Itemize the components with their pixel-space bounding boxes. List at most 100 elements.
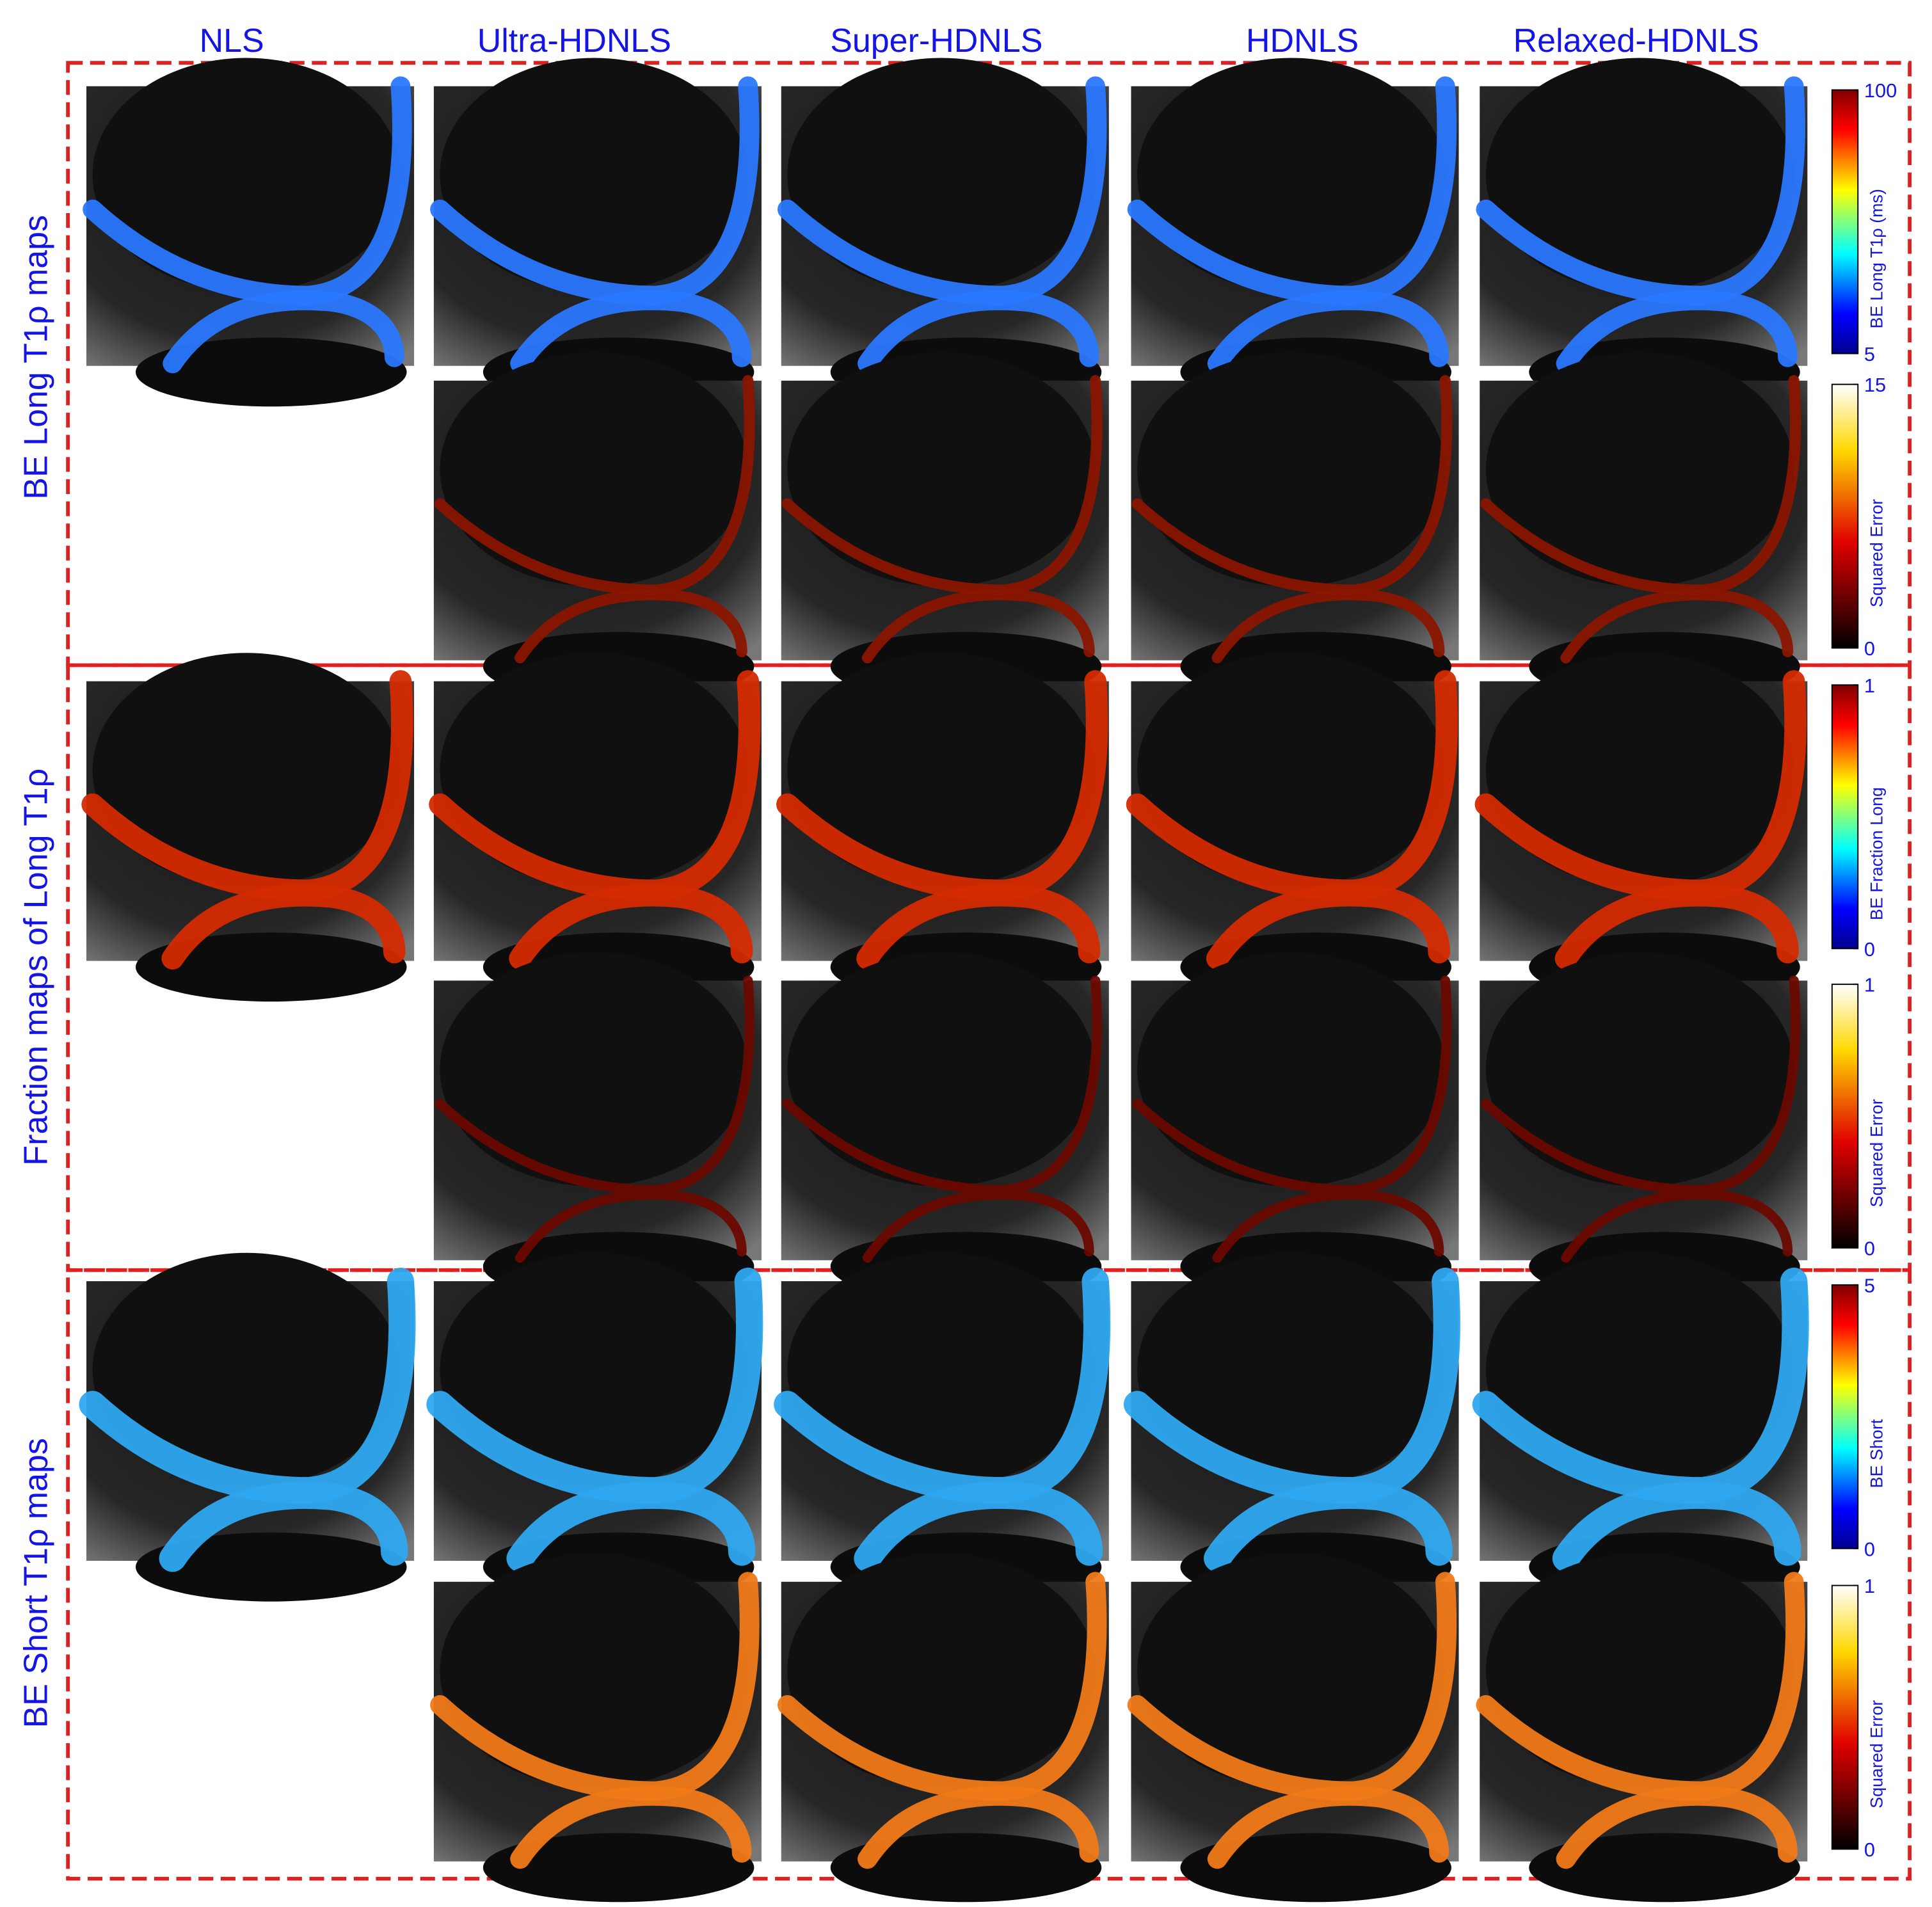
map-panel	[781, 952, 1109, 1301]
cartilage-arc	[1556, 1786, 1798, 1869]
cartilage-arc	[1552, 1481, 1801, 1572]
colorbar-tick-label: 0	[1864, 1238, 1875, 1260]
colorbar	[1831, 89, 1859, 355]
dark-region	[1529, 1833, 1800, 1903]
map-panel	[1476, 1553, 1808, 1903]
map-panel	[433, 352, 762, 701]
cartilage-arc	[1554, 884, 1799, 970]
cartilage-arc	[1561, 1190, 1793, 1263]
cartilage-arc	[510, 291, 752, 374]
dark-region	[787, 1553, 1096, 1788]
map-panel	[1480, 952, 1808, 1301]
dark-region	[1180, 1833, 1451, 1903]
colorbar-tick-label: 5	[1864, 1274, 1875, 1297]
section-frame	[66, 61, 1912, 667]
colorbar-title: BE Short	[1867, 1419, 1887, 1488]
dark-region	[787, 1252, 1096, 1487]
cartilage-arc	[858, 291, 1099, 374]
column-header: Ultra-HDNLS	[477, 22, 671, 60]
colorbar-title: Squared Error	[1867, 499, 1887, 607]
dark-region	[136, 337, 407, 407]
map-panel	[83, 58, 415, 407]
cartilage-arc	[861, 589, 1095, 664]
cartilage-arc	[856, 884, 1101, 970]
dark-region	[92, 58, 401, 292]
dark-region	[1137, 352, 1446, 587]
cartilage-arc	[1211, 589, 1445, 664]
dark-region	[1137, 1553, 1446, 1788]
dark-region	[1137, 58, 1446, 292]
colorbar-tick-label: 15	[1864, 374, 1886, 396]
map-panel	[776, 653, 1109, 1002]
map-panel	[1123, 1252, 1460, 1602]
dark-region	[1137, 1252, 1446, 1487]
map-panel	[1131, 952, 1459, 1301]
colorbar-tick-label: 1	[1864, 1575, 1875, 1597]
dark-region	[1137, 653, 1446, 888]
map-panel	[1480, 352, 1808, 701]
dark-region	[92, 1252, 401, 1487]
map-panel	[430, 1553, 762, 1903]
dark-region	[787, 952, 1096, 1186]
map-panel	[429, 653, 762, 1002]
cartilage-arc	[1212, 1190, 1444, 1263]
dark-region	[787, 58, 1096, 292]
cartilage-arc	[862, 1190, 1094, 1263]
map-panel	[79, 1252, 416, 1602]
cartilage-arc	[1204, 1481, 1453, 1572]
colorbar	[1831, 383, 1859, 649]
dark-region	[1485, 952, 1794, 1186]
cartilage-arc	[1556, 291, 1798, 374]
dark-region	[440, 1553, 748, 1788]
map-panel	[1131, 352, 1459, 701]
cartilage-arc	[510, 1786, 752, 1869]
map-panel	[774, 1252, 1111, 1602]
map-panel	[426, 1252, 763, 1602]
column-header: Relaxed-HDNLS	[1513, 22, 1759, 60]
cartilage-arc	[509, 884, 753, 970]
dark-region	[1137, 952, 1446, 1186]
dark-region	[440, 653, 748, 888]
cartilage-arc	[506, 1481, 756, 1572]
colorbar-tick-label: 1	[1864, 674, 1875, 697]
dark-region	[92, 653, 401, 888]
dark-region	[440, 352, 748, 587]
colorbar-tick-label: 0	[1864, 1538, 1875, 1560]
colorbar-title: BE Fraction Long	[1867, 787, 1887, 920]
cartilage-arc	[515, 1190, 747, 1263]
colorbar-tick-label: 100	[1864, 79, 1897, 102]
cartilage-arc	[1207, 1786, 1449, 1869]
section-label: Fraction maps of Long T1ρ	[17, 769, 54, 1166]
column-header: Super-HDNLS	[830, 22, 1042, 60]
cartilage-arc	[514, 589, 747, 664]
colorbar	[1831, 1584, 1859, 1850]
map-panel	[1472, 1252, 1809, 1602]
colorbar	[1831, 984, 1859, 1249]
map-panel	[433, 952, 762, 1301]
colorbar-tick-label: 0	[1864, 637, 1875, 660]
dark-region	[787, 352, 1096, 587]
dark-region	[136, 932, 407, 1002]
column-header: HDNLS	[1246, 22, 1359, 60]
dark-region	[1485, 1252, 1794, 1487]
colorbar	[1831, 1284, 1859, 1549]
dark-region	[440, 58, 748, 292]
map-panel	[1474, 653, 1808, 1002]
cartilage-arc	[858, 1786, 1099, 1869]
colorbar-title: BE Long T1ρ (ms)	[1867, 189, 1887, 328]
dark-region	[1485, 653, 1794, 888]
map-panel	[777, 1553, 1109, 1903]
dark-region	[483, 1833, 754, 1903]
cartilage-arc	[159, 1481, 408, 1572]
map-panel	[781, 352, 1109, 701]
dark-region	[440, 1252, 748, 1487]
dark-region	[787, 653, 1096, 888]
map-panel	[777, 58, 1109, 407]
map-panel	[81, 653, 415, 1002]
colorbar-tick-label: 1	[1864, 974, 1875, 996]
cartilage-arc	[1560, 589, 1794, 664]
dark-region	[830, 1833, 1102, 1903]
dark-region	[1485, 58, 1794, 292]
dark-region	[1485, 1553, 1794, 1788]
